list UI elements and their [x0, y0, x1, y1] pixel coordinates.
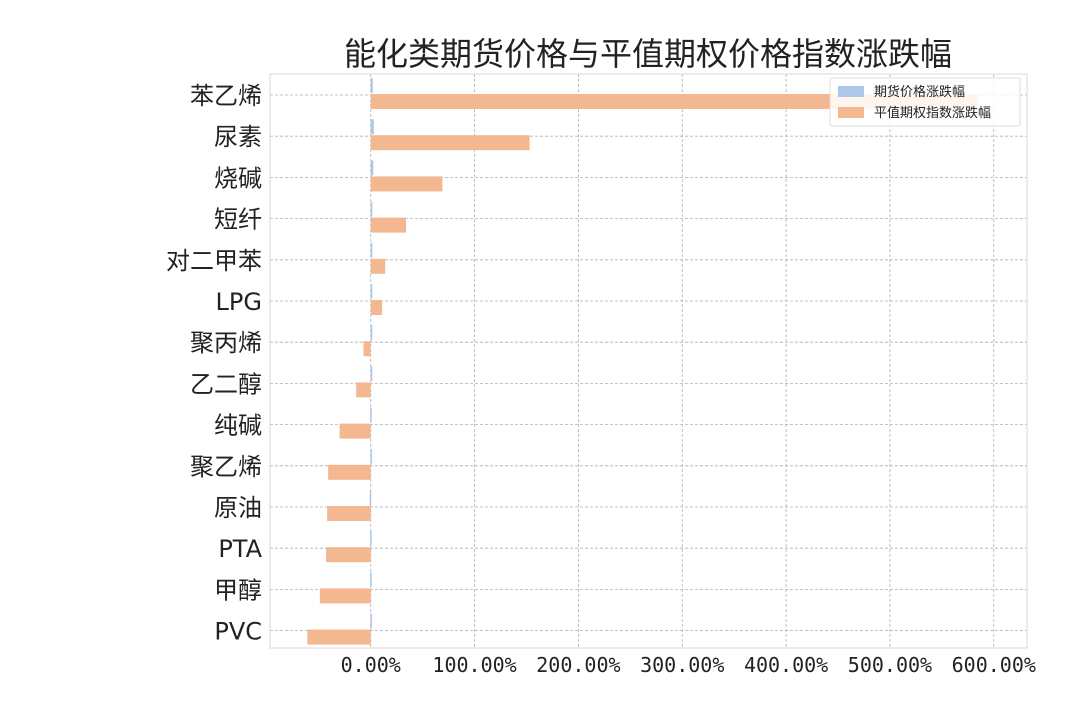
- option-index-bar: [356, 382, 371, 398]
- category-label: 苯乙烯: [190, 82, 262, 110]
- x-tick-label: 400.00%: [744, 653, 828, 677]
- plot-border: [269, 73, 1028, 649]
- category-label: 乙二醇: [190, 370, 262, 398]
- futures-bar: [370, 366, 373, 382]
- futures-bar: [370, 613, 372, 629]
- futures-bar: [370, 242, 373, 258]
- futures-bar: [369, 490, 372, 505]
- plot-frame: [269, 73, 1028, 649]
- category-label: PTA: [218, 535, 262, 563]
- futures-bar: [370, 448, 372, 464]
- option-index-bar: [363, 341, 371, 357]
- option-index-bar: [339, 423, 371, 439]
- option-index-bar: [370, 94, 979, 109]
- category-label: 原油: [214, 494, 262, 522]
- x-tick-label: 500.00%: [848, 653, 932, 677]
- futures-bar: [370, 284, 373, 299]
- futures-bar: [370, 160, 374, 176]
- bars-layer: [307, 78, 979, 645]
- category-label: 尿素: [214, 123, 262, 151]
- option-index-bar: [370, 300, 383, 315]
- x-tick-label: 600.00%: [952, 653, 1036, 677]
- x-tick-labels: 0.00% 100.00% 200.00% 300.00% 400.00% 500.00%…: [341, 653, 1036, 677]
- chart-title: 能化类期货价格与平值期权价格指数涨跌幅: [344, 35, 952, 73]
- x-tick-label: 100.00%: [432, 653, 516, 677]
- option-index-bar: [370, 135, 530, 151]
- futures-bar: [370, 572, 372, 588]
- futures-bar: [370, 407, 372, 423]
- category-label: 纯碱: [214, 412, 262, 440]
- option-index-bar: [327, 506, 371, 521]
- legend-box: [829, 77, 1021, 127]
- option-index-bar: [326, 547, 371, 563]
- futures-bar: [370, 325, 373, 341]
- category-label: LPG: [216, 288, 262, 316]
- legend-swatch: [838, 86, 864, 97]
- option-index-bar: [370, 176, 443, 192]
- x-tick-label: 300.00%: [640, 653, 724, 677]
- futures-bar: [370, 531, 372, 547]
- option-index-bar: [370, 217, 407, 233]
- option-index-bar: [319, 588, 371, 604]
- option-index-bar: [328, 464, 371, 480]
- category-label: PVC: [214, 618, 262, 646]
- category-label: 甲醇: [214, 576, 262, 604]
- futures-bar: [370, 78, 373, 93]
- category-label: 对二甲苯: [166, 247, 262, 275]
- x-tick-label: 200.00%: [536, 653, 620, 677]
- x-tick-label: 0.00%: [341, 653, 401, 677]
- legend-swatch: [838, 107, 864, 118]
- futures-bar: [370, 119, 374, 135]
- option-index-bar: [370, 258, 386, 274]
- category-label: 烧碱: [214, 164, 262, 192]
- option-index-bar: [307, 629, 371, 645]
- category-label: 聚丙烯: [190, 329, 262, 357]
- grid-layer: [270, 74, 1027, 648]
- category-label: 聚乙烯: [190, 453, 262, 481]
- legend-label: 期货价格涨跌幅: [874, 84, 965, 100]
- futures-bar: [370, 201, 373, 217]
- category-label: 短纤: [214, 206, 262, 234]
- legend-label: 平值期权指数涨跌幅: [874, 105, 991, 121]
